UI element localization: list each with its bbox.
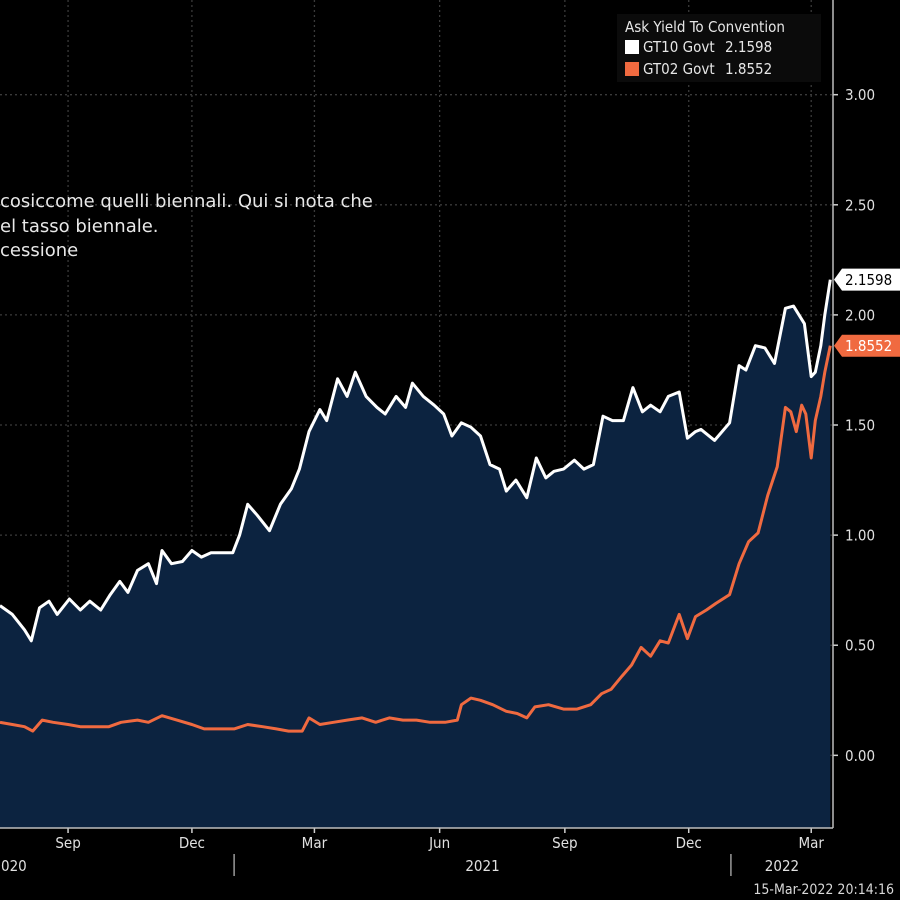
x-tick-label: Mar <box>798 834 824 852</box>
gt10-series-line <box>0 279 832 643</box>
overlay-line: cosiccome quelli biennali. Qui si nota c… <box>0 191 373 212</box>
y-tick-label: 1.50 <box>845 417 875 435</box>
legend-swatch-gt10 <box>625 40 639 54</box>
last-value-tag-label: 1.8552 <box>845 337 892 355</box>
x-year-label: 020 <box>1 857 27 875</box>
legend-symbol: GT02 Govt <box>643 60 715 78</box>
legend-item-gt10: GT10 Govt 2.1598 <box>625 38 772 56</box>
overlay-line: el tasso biennale. <box>0 215 159 237</box>
x-year-label: 2022 <box>765 857 799 875</box>
gt10-area-fill <box>0 279 831 828</box>
x-year-label: 2021 <box>465 857 499 875</box>
legend-title: Ask Yield To Convention <box>625 18 785 36</box>
gt10-last-value-tag: 2.1598 <box>834 268 900 291</box>
timestamp: 15-Mar-2022 20:14:16 <box>753 882 894 898</box>
x-tick-label: Mar <box>302 834 328 852</box>
legend-value: 1.8552 <box>725 60 773 78</box>
y-tick-label: 3.00 <box>845 86 875 104</box>
last-value-tag-label: 2.1598 <box>845 271 892 289</box>
overlay-line: cessione <box>0 240 79 261</box>
gt02-series-line <box>0 345 832 733</box>
y-tick-label: 2.50 <box>845 196 875 214</box>
x-tick-label: Sep <box>55 834 80 852</box>
y-tick-label: 1.00 <box>845 527 875 545</box>
legend-swatch-gt02 <box>625 62 639 76</box>
x-tick-label: Sep <box>552 834 577 852</box>
y-tick-label: 0.00 <box>845 747 875 765</box>
y-tick-label: 0.50 <box>845 637 875 655</box>
legend-item-gt02: GT02 Govt 1.8552 <box>625 60 772 78</box>
overlay-caption: cosiccome quelli biennali. Qui si nota c… <box>0 190 373 264</box>
x-tick-label: Dec <box>676 834 702 852</box>
legend-symbol: GT10 Govt <box>643 38 715 56</box>
last-value-tag-bg <box>834 334 900 357</box>
x-tick-label: Dec <box>179 834 205 852</box>
legend: Ask Yield To Convention GT10 Govt 2.1598 … <box>617 14 821 82</box>
legend-value: 2.1598 <box>725 38 773 56</box>
gt02-last-value-tag: 1.8552 <box>834 334 900 357</box>
last-value-tag-bg <box>834 268 900 291</box>
x-tick-label: Jun <box>428 834 450 852</box>
y-tick-label: 2.00 <box>845 306 875 324</box>
